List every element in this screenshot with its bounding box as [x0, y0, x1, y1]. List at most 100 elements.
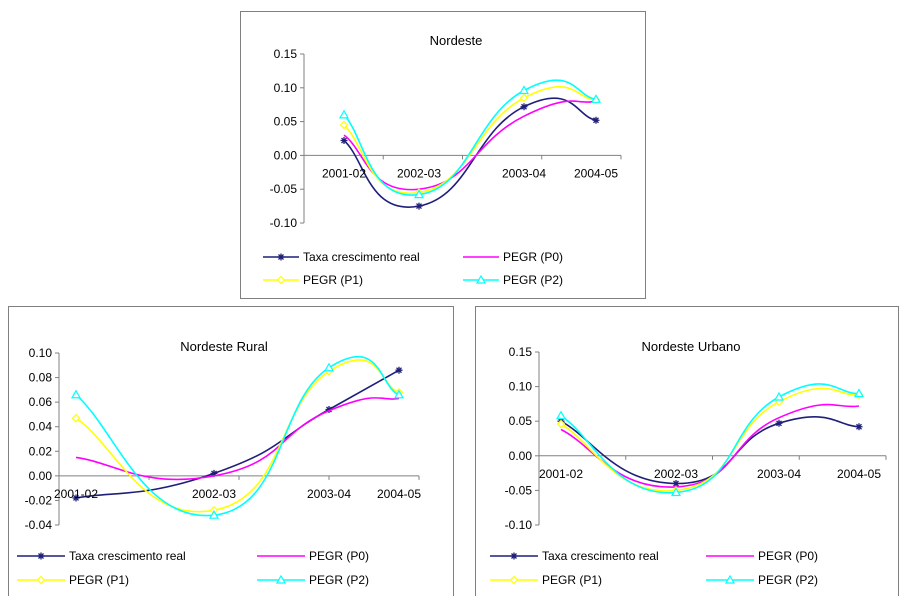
series-line-pegr-p1 — [560, 387, 860, 492]
chart-panel-nordeste-urbano: Nordeste Urbano 0.15 0.10 0.05 0.00 -0.05 -0.1… — [475, 306, 899, 596]
data-point-pegr-p2 — [853, 388, 865, 398]
series-markers-pegr-p2 — [555, 388, 865, 497]
legend-label-taxa-crescimento-real: Taxa crescimento real — [69, 549, 186, 563]
data-point-pegr-p2 — [338, 109, 350, 119]
y-tick-label: -0.10 — [505, 518, 533, 532]
data-point-pegr-p1 — [519, 93, 529, 103]
line-chart-nordeste: Nordeste 0.15 0.10 0.05 0.00 -0.05 -0.10 2001-0… — [263, 33, 622, 287]
x-tick-label: 2002-03 — [654, 467, 698, 481]
data-point-pegr-p2 — [413, 189, 425, 199]
line-chart-nordeste-urbano: Nordeste Urbano 0.15 0.10 0.05 0.00 -0.05 -0.1… — [490, 339, 887, 587]
legend-label-taxa-crescimento-real: Taxa crescimento real — [303, 250, 420, 264]
legend-label-pegr-p0: PEGR (P0) — [758, 549, 818, 563]
data-point-pegr-p2 — [773, 391, 785, 401]
chart-panel-nordeste-rural: Nordeste Rural 0.10 0.08 0.06 0.04 0.02 0.00 -0… — [8, 306, 454, 596]
legend: Taxa crescimento real PEGR (P0) PEGR (P1) P… — [17, 549, 369, 587]
data-point-pegr-p2 — [518, 85, 530, 95]
data-point-pegr-p2 — [555, 410, 567, 420]
data-point-pegr-p1 — [71, 413, 81, 423]
legend: Taxa crescimento real PEGR (P0) PEGR (P1) P… — [263, 250, 563, 287]
series-line-pegr-p2 — [343, 79, 597, 196]
data-point-taxa-crescimento-real — [672, 479, 680, 487]
x-tick-label: 2004-05 — [837, 467, 881, 481]
y-tick-label: 0.10 — [29, 346, 53, 360]
y-tick-label: 0.05 — [274, 115, 298, 129]
legend-label-pegr-p1: PEGR (P1) — [69, 573, 129, 587]
series-markers-pegr-p2 — [338, 85, 602, 199]
data-point-taxa-crescimento-real — [520, 103, 528, 111]
series-line-pegr-p0 — [75, 396, 400, 481]
data-point-pegr-p2 — [393, 389, 405, 399]
x-tick-label: 2004-05 — [574, 166, 618, 180]
series-line-taxa-crescimento-real — [560, 416, 860, 485]
data-point-pegr-p2 — [70, 389, 82, 399]
data-point-taxa-crescimento-real — [340, 137, 348, 145]
series-line-pegr-p2 — [75, 355, 400, 517]
y-tick-label: 0.05 — [509, 414, 533, 428]
y-tick-label: -0.02 — [25, 493, 53, 507]
y-tick-label: 0.10 — [274, 81, 298, 95]
data-point-taxa-crescimento-real — [395, 366, 403, 374]
legend-label-taxa-crescimento-real: Taxa crescimento real — [542, 549, 659, 563]
data-point-taxa-crescimento-real — [855, 423, 863, 431]
x-tick-label: 2001-02 — [539, 467, 583, 481]
x-tick-label: 2004-05 — [377, 487, 421, 501]
y-tick-label: 0.04 — [29, 420, 53, 434]
legend-marker-pegr-p1 — [276, 275, 286, 285]
y-tick-label: -0.04 — [25, 518, 53, 532]
y-tick-label: 0.02 — [29, 444, 53, 458]
data-point-taxa-crescimento-real — [415, 202, 423, 210]
x-tick-label: 2003-04 — [757, 467, 801, 481]
legend-marker-pegr-p2 — [724, 574, 736, 584]
y-tick-label: -0.05 — [505, 483, 533, 497]
data-point-taxa-crescimento-real — [775, 419, 783, 427]
x-tick-label: 2001-02 — [54, 487, 98, 501]
line-chart-nordeste-rural: Nordeste Rural 0.10 0.08 0.06 0.04 0.02 0.00 -0… — [17, 339, 421, 587]
series-line-pegr-p0 — [343, 100, 597, 191]
y-tick-label: 0.00 — [274, 148, 298, 162]
legend-label-pegr-p2: PEGR (P2) — [758, 573, 818, 587]
legend-label-pegr-p1: PEGR (P1) — [542, 573, 602, 587]
legend-marker-pegr-p1 — [509, 575, 519, 585]
x-tick-label: 2003-04 — [307, 487, 351, 501]
data-point-pegr-p1 — [556, 419, 566, 429]
series-markers-taxa-crescimento-real — [340, 103, 600, 210]
y-tick-label: 0.15 — [509, 345, 533, 359]
legend-label-pegr-p2: PEGR (P2) — [503, 273, 563, 287]
x-tick-label: 2002-03 — [397, 166, 441, 180]
series-markers-taxa-crescimento-real — [72, 366, 403, 502]
data-point-taxa-crescimento-real — [592, 116, 600, 124]
series-line-pegr-p2 — [560, 383, 860, 494]
legend-marker-taxa-crescimento-real — [37, 552, 45, 560]
y-tick-label: 0.06 — [29, 395, 53, 409]
chart-title: Nordeste Urbano — [642, 339, 741, 354]
x-tick-label: 2002-03 — [192, 487, 236, 501]
data-point-pegr-p1 — [339, 120, 349, 130]
y-tick-label: -0.05 — [270, 182, 298, 196]
x-tick-label: 2003-04 — [502, 166, 546, 180]
legend-marker-pegr-p2 — [275, 574, 287, 584]
legend-label-pegr-p2: PEGR (P2) — [309, 573, 369, 587]
data-point-pegr-p2 — [590, 94, 602, 103]
data-point-taxa-crescimento-real — [210, 469, 218, 477]
chart-title: Nordeste — [430, 33, 483, 48]
y-tick-label: -0.10 — [270, 216, 298, 230]
legend-label-pegr-p1: PEGR (P1) — [303, 273, 363, 287]
data-point-pegr-p2 — [208, 509, 220, 519]
series-line-pegr-p1 — [343, 86, 597, 195]
series-line-taxa-crescimento-real — [75, 369, 400, 499]
chart-title: Nordeste Rural — [180, 339, 268, 354]
chart-panel-nordeste: Nordeste 0.15 0.10 0.05 0.00 -0.05 -0.10 2001-0… — [240, 11, 646, 299]
data-point-taxa-crescimento-real — [72, 494, 80, 502]
y-tick-label: 0.00 — [29, 469, 53, 483]
series-markers-pegr-p2 — [70, 362, 405, 519]
y-tick-label: 0.15 — [274, 47, 298, 61]
series-line-pegr-p1 — [75, 359, 400, 513]
legend-label-pegr-p0: PEGR (P0) — [503, 250, 563, 264]
data-point-taxa-crescimento-real — [325, 406, 333, 414]
legend-marker-pegr-p1 — [36, 575, 46, 585]
legend-marker-pegr-p2 — [475, 274, 487, 284]
x-tick-label: 2001-02 — [322, 166, 366, 180]
data-point-pegr-p2 — [670, 487, 682, 497]
legend-marker-taxa-crescimento-real — [510, 552, 518, 560]
